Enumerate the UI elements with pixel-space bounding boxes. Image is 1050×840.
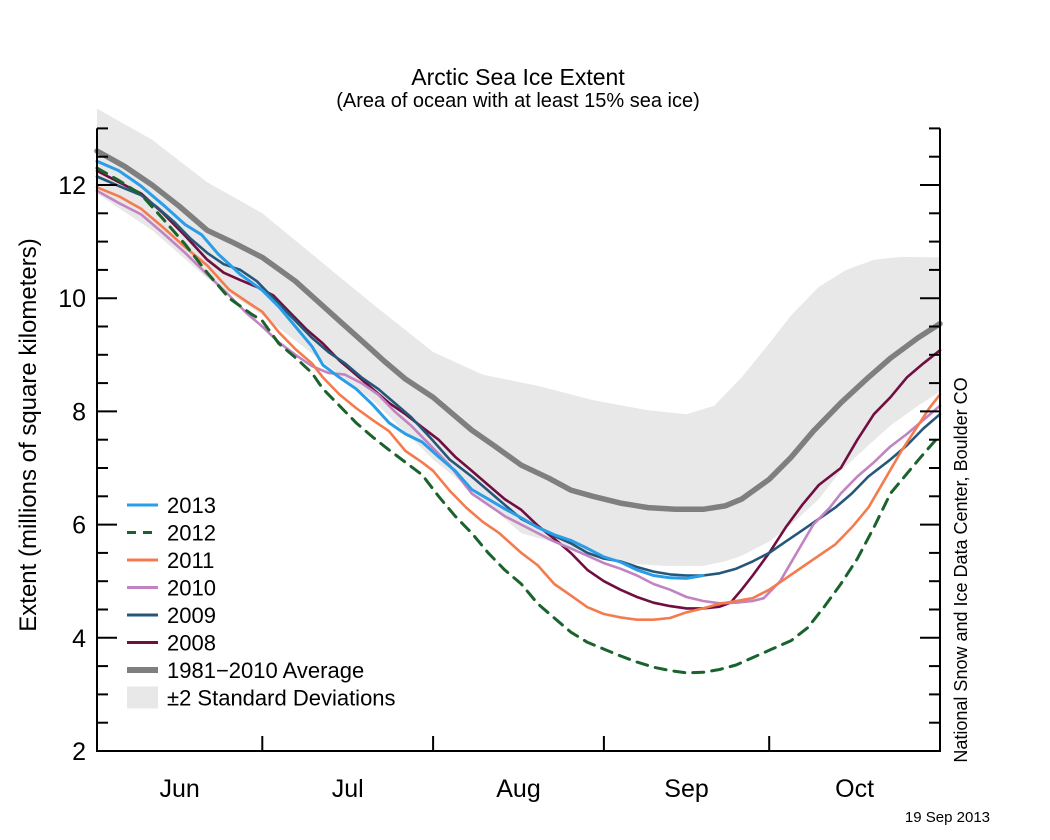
legend-label: 2011 bbox=[167, 548, 214, 573]
chart-date-stamp: 19 Sep 2013 bbox=[905, 809, 990, 826]
chart-subtitle: (Area of ocean with at least 15% sea ice… bbox=[336, 90, 700, 112]
legend-label: 2013 bbox=[167, 493, 216, 518]
legend-item-1981-2010-average: 1981−2010 Average bbox=[127, 658, 364, 683]
y-tick-label: 12 bbox=[58, 172, 86, 200]
series-2013-line bbox=[95, 159, 705, 580]
legend-label: 1981−2010 Average bbox=[167, 658, 364, 683]
legend-item-2011: 2011 bbox=[127, 548, 214, 573]
legend-label: ±2 Standard Deviations bbox=[167, 686, 396, 711]
legend-item-2008: 2008 bbox=[127, 631, 216, 656]
series-1981-2010-average-line bbox=[94, 148, 943, 513]
legend-swatch-band bbox=[127, 686, 158, 709]
y-tick-label: 8 bbox=[72, 398, 86, 426]
chart-title: Arctic Sea Ice Extent bbox=[411, 64, 625, 90]
legend-item-2012: 2012 bbox=[127, 521, 216, 546]
legend-item-2009: 2009 bbox=[127, 603, 216, 628]
std-dev-band-area bbox=[97, 108, 940, 566]
legend-item-2010: 2010 bbox=[127, 576, 216, 601]
data-center-credit: National Snow and Ice Data Center, Bould… bbox=[951, 377, 971, 762]
series-2012-line bbox=[95, 166, 942, 675]
series-2011-line bbox=[95, 186, 942, 621]
legend-label: 2008 bbox=[167, 631, 216, 656]
y-tick-labels: 2 4 6 8 10 12 bbox=[58, 172, 86, 766]
y-tick-label: 10 bbox=[58, 285, 86, 313]
y-tick-label: 2 bbox=[72, 738, 86, 766]
y-axis-title: Extent (millions of square kilometers) bbox=[15, 238, 42, 631]
month-label-sep: Sep bbox=[664, 775, 708, 803]
month-label-jun: Jun bbox=[159, 775, 199, 803]
legend-label: 2012 bbox=[167, 521, 216, 546]
legend-label: 2010 bbox=[167, 576, 216, 601]
legend-item-2013: 2013 bbox=[127, 493, 216, 518]
month-label-aug: Aug bbox=[496, 775, 540, 803]
series-2010-line bbox=[95, 189, 942, 605]
x-axis-ticks bbox=[261, 736, 771, 751]
legend-label: 2009 bbox=[167, 603, 216, 628]
y-tick-label: 4 bbox=[72, 625, 86, 653]
x-tick-labels: Jun Jul Aug Sep Oct bbox=[159, 775, 874, 803]
y-axis-ticks bbox=[97, 127, 940, 752]
month-label-oct: Oct bbox=[835, 775, 874, 803]
y-tick-label: 6 bbox=[72, 512, 86, 540]
month-label-jul: Jul bbox=[332, 775, 364, 803]
legend-item--2-standard-deviations: ±2 Standard Deviations bbox=[127, 686, 396, 711]
